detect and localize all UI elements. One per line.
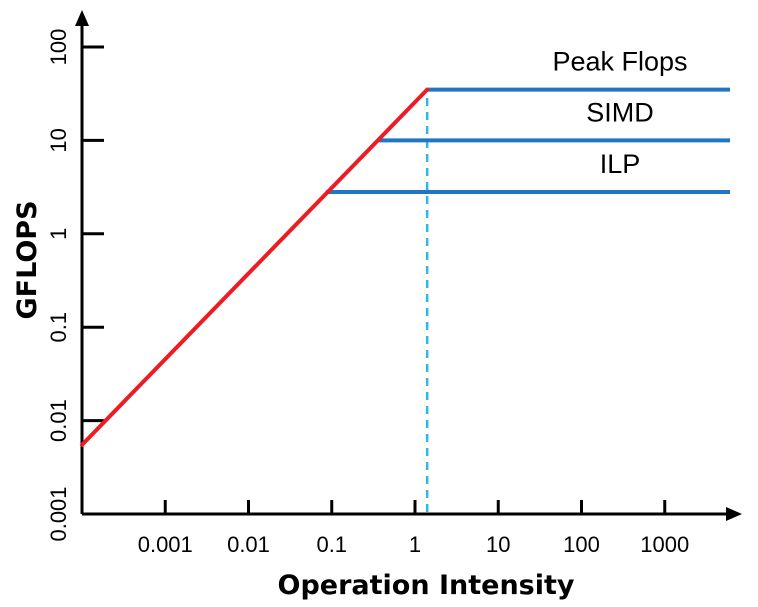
y-tick-label: 0.1 xyxy=(46,312,71,343)
y-tick-label: 0.001 xyxy=(46,486,71,541)
y-axis-arrow-icon xyxy=(75,10,89,26)
y-tick-label: 1 xyxy=(46,228,71,240)
x-tick-label: 10 xyxy=(486,532,510,557)
x-axis-title: Operation Intensity xyxy=(278,570,575,601)
x-tick-label: 0.01 xyxy=(227,532,270,557)
bandwidth-line xyxy=(80,87,430,447)
ceiling-label-ilp: ILP xyxy=(600,149,641,179)
y-tick-label: 0.01 xyxy=(46,399,71,442)
plot-marks: Peak Flops SIMD ILP xyxy=(80,47,730,512)
x-axis-arrow-icon xyxy=(726,507,742,521)
x-tick-label: 1 xyxy=(409,532,421,557)
x-ticks: 0.001 0.01 0.1 1 10 100 1000 xyxy=(138,500,689,557)
y-tick-label: 10 xyxy=(46,128,71,152)
x-tick-label: 0.001 xyxy=(138,532,193,557)
y-axis-title: GFLOPS xyxy=(12,200,43,319)
x-tick-label: 1000 xyxy=(640,532,689,557)
ceiling-label-peak-flops: Peak Flops xyxy=(552,47,687,77)
x-tick-label: 0.1 xyxy=(316,532,347,557)
x-tick-label: 100 xyxy=(563,532,600,557)
axes xyxy=(75,10,742,521)
ceiling-label-simd: SIMD xyxy=(586,97,654,127)
y-ticks: 0.001 0.01 0.1 1 10 100 xyxy=(46,29,104,542)
y-tick-label: 100 xyxy=(46,29,71,66)
